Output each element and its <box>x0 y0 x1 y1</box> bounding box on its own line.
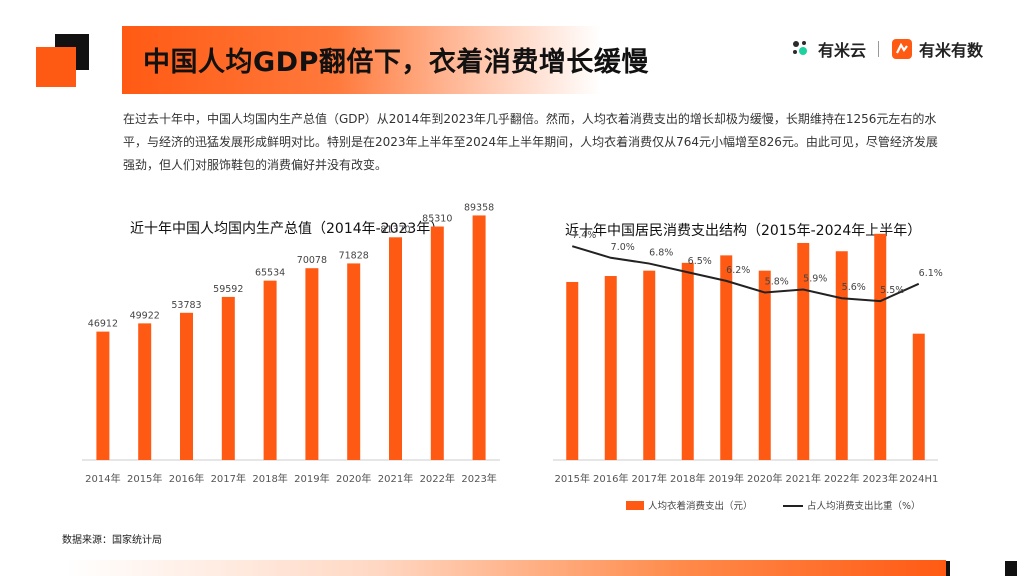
gdp-value-label: 71828 <box>339 250 369 261</box>
share-value-label: 5.5% <box>880 285 904 296</box>
legend-bar-swatch <box>626 501 644 510</box>
clothing-chart-title: 近十年中国居民消费支出结构（2015年-2024年上半年） <box>565 223 922 239</box>
share-value-label: 6.8% <box>649 248 673 259</box>
spend-bar <box>912 333 925 460</box>
spend-bar <box>835 251 848 460</box>
gdp-value-label: 81370 <box>380 224 410 235</box>
gdp-bar <box>305 268 319 460</box>
share-value-label: 6.5% <box>688 256 712 267</box>
spend-x-tick: 2021年 <box>786 472 821 485</box>
gdp-bar <box>430 226 444 460</box>
spend-x-tick: 2017年 <box>632 472 667 485</box>
gdp-value-label: 89358 <box>464 202 494 213</box>
gdp-bar <box>263 280 277 460</box>
gdp-x-tick: 2020年 <box>336 472 371 485</box>
gdp-x-tick: 2019年 <box>294 472 329 485</box>
gdp-bar <box>347 263 361 460</box>
gdp-value-label: 53783 <box>171 300 201 311</box>
gdp-x-tick: 2015年 <box>127 472 162 485</box>
gdp-chart-title: 近十年中国人均国内生产总值（2014年-2023年） <box>130 221 445 237</box>
share-value-label: 5.8% <box>765 276 789 287</box>
gdp-value-label: 85310 <box>422 214 452 225</box>
spend-x-tick: 2019年 <box>709 472 744 485</box>
gdp-value-label: 49922 <box>130 310 160 321</box>
gdp-x-tick: 2014年 <box>85 472 120 485</box>
title-banner <box>122 26 600 94</box>
spend-bar <box>604 276 617 460</box>
share-value-label: 6.2% <box>726 265 750 276</box>
spend-bar <box>758 270 771 460</box>
gdp-x-tick: 2021年 <box>378 472 413 485</box>
spend-bar <box>566 281 579 460</box>
intro-paragraph: 在过去十年中，中国人均国内生产总值（GDP）从2014年到2023年几乎翻倍。然… <box>123 112 938 172</box>
logo-separator <box>878 41 880 57</box>
spend-bar <box>874 233 887 460</box>
gdp-value-label: 59592 <box>213 284 243 295</box>
page-title: 中国人均GDP翻倍下，衣着消费增长缓慢 <box>143 47 649 78</box>
spend-x-tick: 2022年 <box>824 472 859 485</box>
gdp-bar <box>138 323 152 460</box>
youmiyoushu-logo-icon <box>892 39 913 59</box>
brand-logos: 有米云 有米有数 <box>790 34 983 64</box>
spend-x-tick: 2020年 <box>747 472 782 485</box>
data-source-note: 数据来源：国家统计局 <box>62 535 162 546</box>
spend-x-tick: 2018年 <box>670 472 705 485</box>
gdp-bar <box>180 312 193 460</box>
logo-right-text: 有米有数 <box>919 41 984 60</box>
share-value-label: 6.1% <box>919 268 943 279</box>
gdp-bar <box>472 215 486 460</box>
gdp-x-tick: 2022年 <box>420 472 455 485</box>
share-line <box>571 245 920 303</box>
gdp-value-label: 65534 <box>255 268 285 279</box>
corner-square-r <box>1005 561 1017 576</box>
gdp-x-tick: 2023年 <box>461 472 496 485</box>
spend-bar <box>797 242 810 460</box>
spend-bar <box>681 262 694 460</box>
legend-line-label: 占人均消费支出比重（%） <box>807 500 921 512</box>
spend-x-tick: 2015年 <box>555 472 590 485</box>
gdp-value-label: 70078 <box>297 255 327 266</box>
legend-bar-label: 人均衣着消费支出（元） <box>648 500 753 512</box>
share-value-label: 5.6% <box>842 282 866 293</box>
spend-bar <box>643 270 656 460</box>
gdp-bar <box>96 331 110 460</box>
spend-bar <box>720 255 733 460</box>
share-value-label: 5.9% <box>803 274 827 285</box>
spend-x-tick: 2016年 <box>593 472 628 485</box>
bottom-gradient-bar <box>66 560 946 576</box>
gdp-x-tick: 2016年 <box>169 472 204 485</box>
share-value-label: 7.0% <box>611 242 635 253</box>
gdp-bar <box>389 237 402 460</box>
gdp-x-tick: 2017年 <box>211 472 246 485</box>
gdp-value-label: 46912 <box>88 319 118 330</box>
gdp-x-tick: 2018年 <box>252 472 287 485</box>
corner-orange-block <box>36 47 76 87</box>
spend-x-tick: 2024H1 <box>899 474 938 485</box>
youmiyun-logo-icon <box>793 41 807 55</box>
gdp-bar <box>221 296 235 460</box>
logo-left-text: 有米云 <box>818 41 867 60</box>
spend-x-tick: 2023年 <box>863 472 898 485</box>
share-value-label: 7.4% <box>572 230 596 241</box>
